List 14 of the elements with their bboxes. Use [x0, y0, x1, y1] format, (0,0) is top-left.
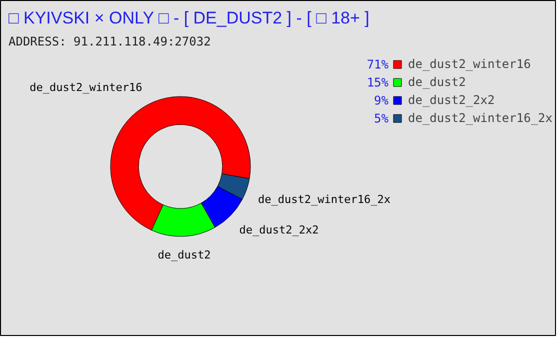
- legend-label: de_dust2_2x2: [408, 92, 495, 108]
- data-label: 5%: [374, 112, 390, 126]
- legend-label: de_dust2: [408, 74, 466, 90]
- data-label: 71%: [366, 58, 390, 72]
- slice-label: de_dust2: [158, 248, 211, 262]
- chart-title: □ KYIVSKI × ONLY □ - [ DE_DUST2 ] - [ □ 18+ ]: [8, 8, 370, 28]
- legend-label: de_dust2_winter16: [408, 56, 531, 72]
- chart-subtitle: ADDRESS: 91.211.118.49:27032: [8, 34, 211, 48]
- slice-label: de_dust2_winter16_2x: [258, 193, 391, 206]
- legend-label: de_dust2_winter16_2x: [408, 110, 552, 126]
- data-label: 9%: [374, 94, 390, 108]
- slice-label: de_dust2_winter16: [30, 80, 142, 94]
- data-label: 15%: [366, 76, 390, 90]
- slice-label: de_dust2_2x2: [239, 224, 319, 237]
